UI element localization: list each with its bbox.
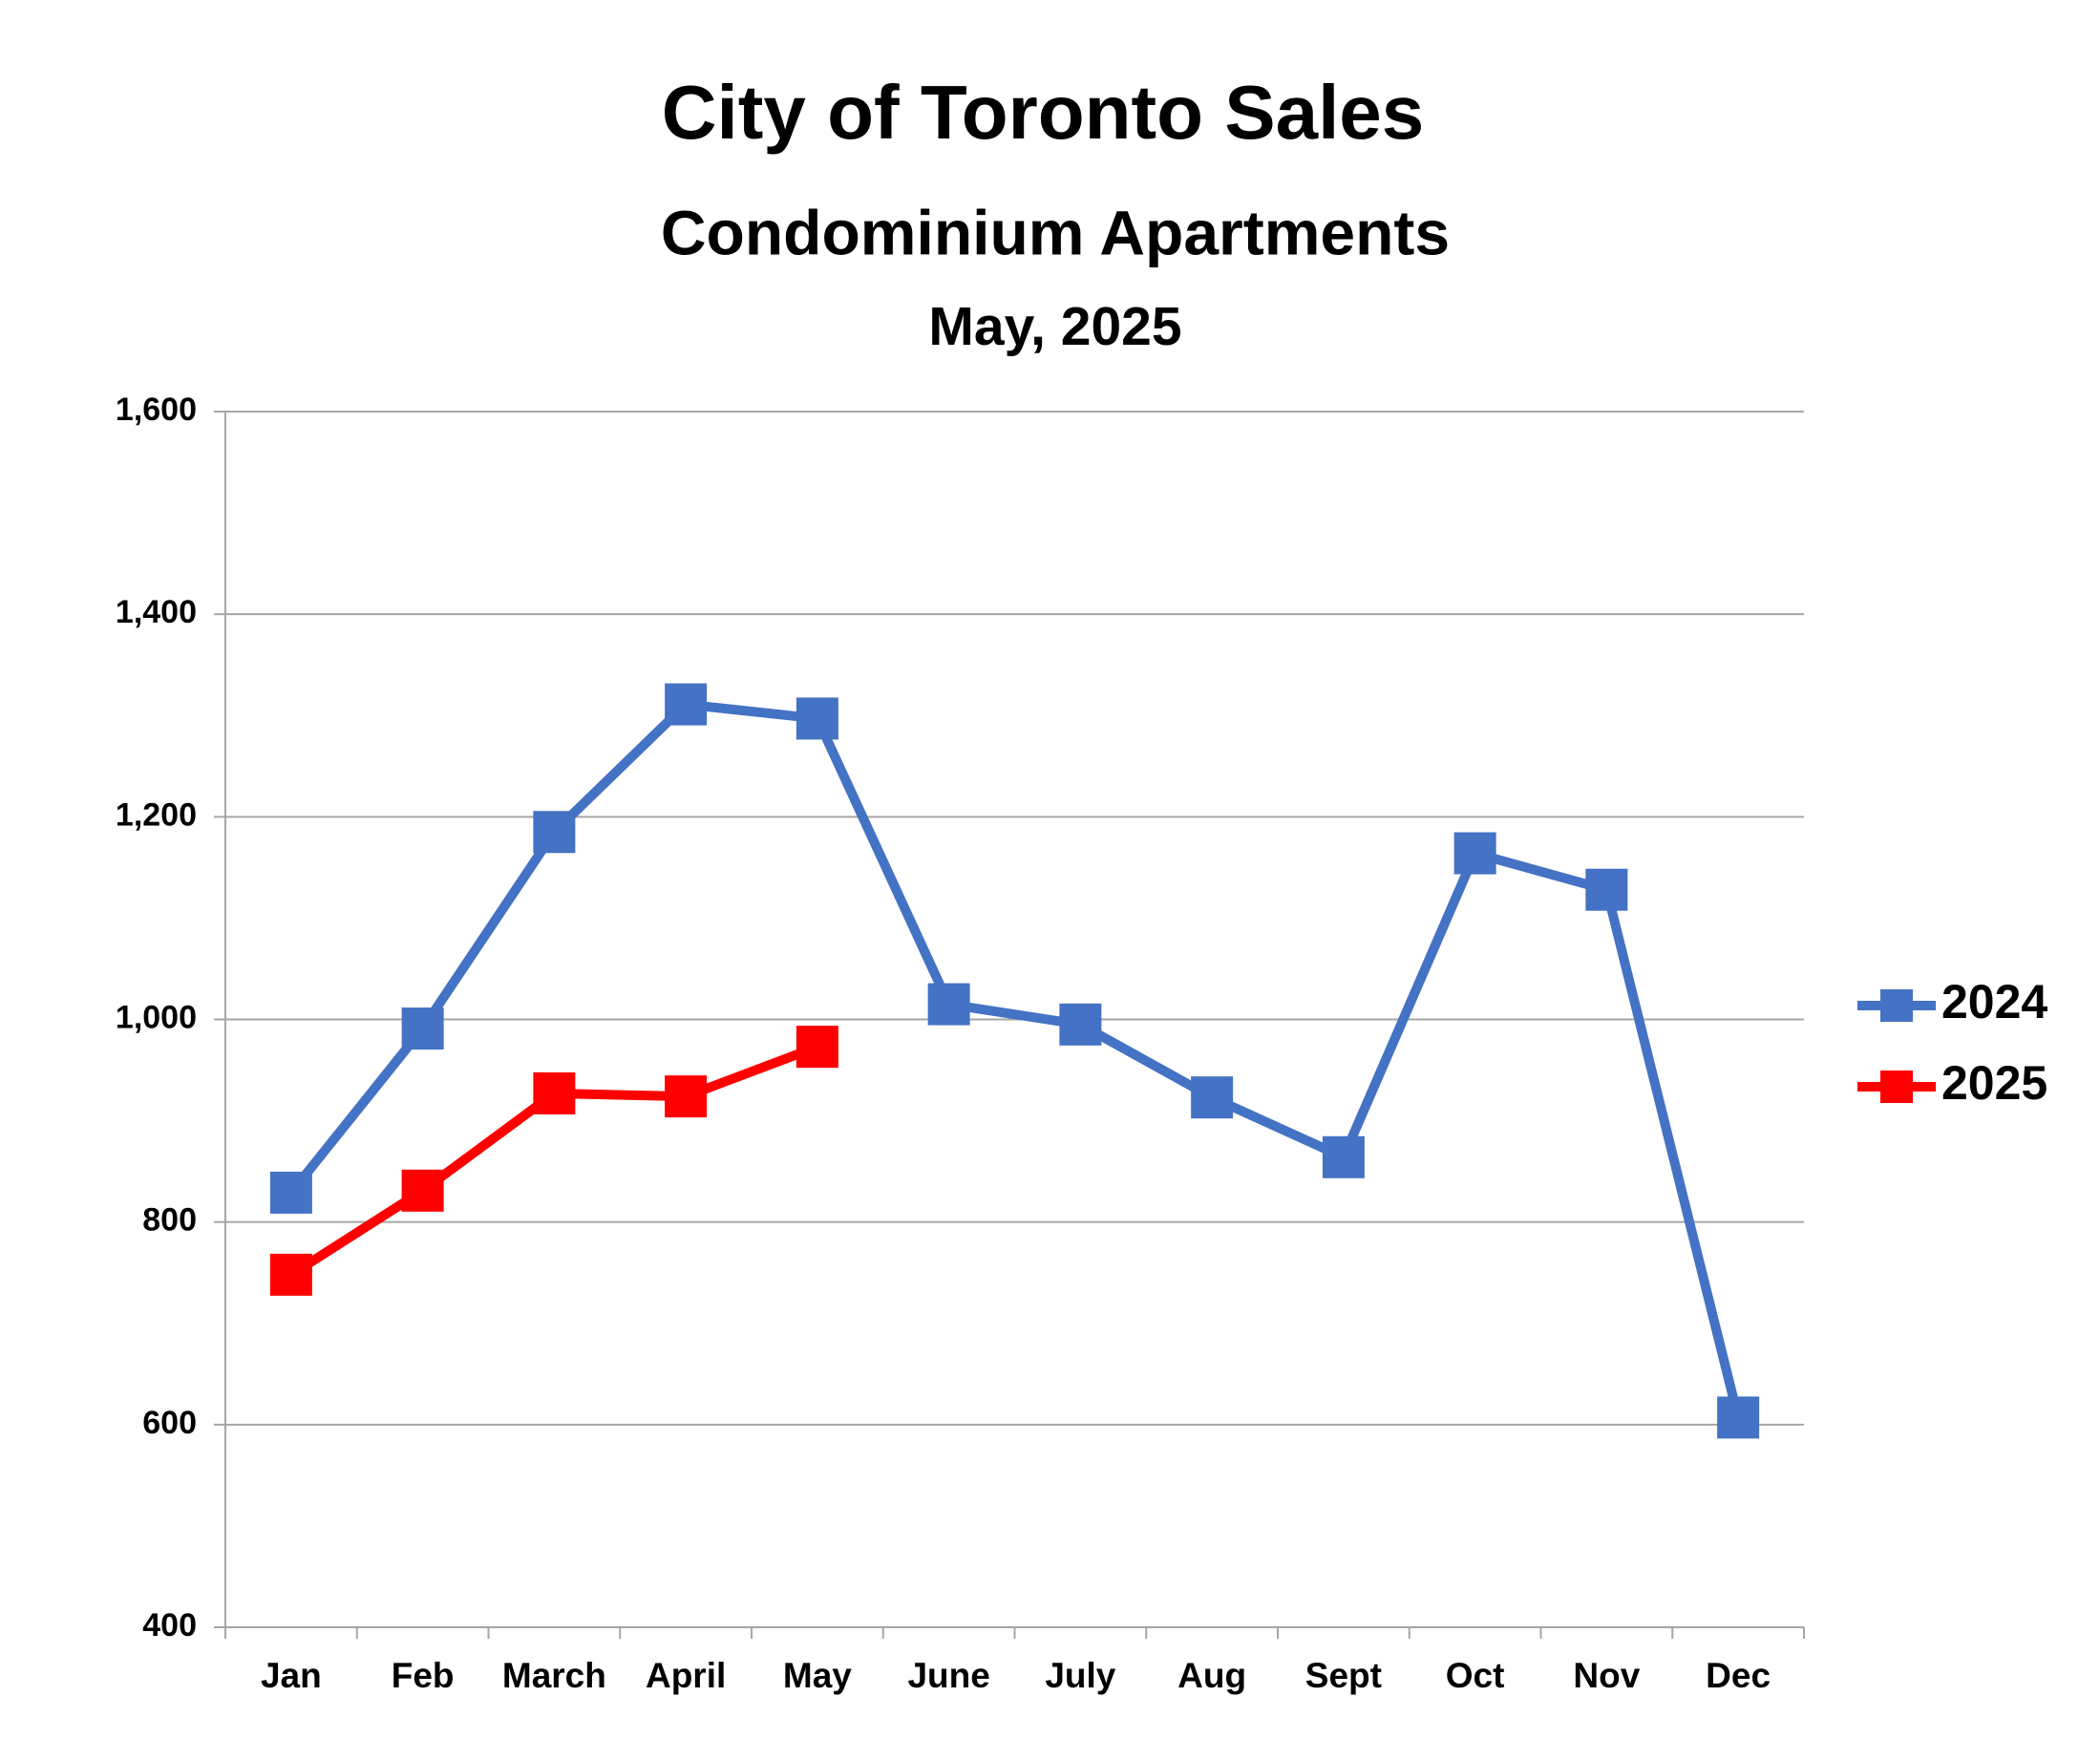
legend-label: 2024 bbox=[1941, 975, 2047, 1028]
y-tick-label: 1,400 bbox=[116, 594, 197, 630]
chart-title: City of Toronto Sales bbox=[662, 70, 1425, 155]
marker bbox=[1585, 868, 1628, 911]
marker bbox=[401, 1169, 444, 1212]
y-tick-label: 1,600 bbox=[116, 392, 197, 428]
legend-marker bbox=[1880, 989, 1913, 1022]
marker bbox=[533, 811, 576, 854]
x-tick-label: June bbox=[907, 1656, 989, 1695]
y-tick-label: 400 bbox=[142, 1607, 197, 1643]
x-tick-label: March bbox=[502, 1656, 606, 1695]
legend-marker bbox=[1880, 1071, 1913, 1103]
marker bbox=[401, 1007, 444, 1050]
x-tick-label: April bbox=[646, 1656, 726, 1695]
series-line bbox=[286, 699, 1743, 1419]
y-tick-label: 800 bbox=[142, 1202, 197, 1239]
marker bbox=[1322, 1135, 1365, 1178]
y-tick-label: 1,200 bbox=[116, 796, 197, 833]
x-tick-label: Feb bbox=[392, 1656, 455, 1695]
date-label: May, 2025 bbox=[928, 296, 1181, 357]
x-tick-label: Oct bbox=[1446, 1656, 1505, 1695]
marker bbox=[665, 683, 708, 726]
marker bbox=[1191, 1076, 1234, 1119]
marker bbox=[269, 1253, 312, 1296]
legend-label: 2025 bbox=[1941, 1056, 2047, 1110]
marker bbox=[927, 983, 970, 1026]
x-tick-label: May bbox=[783, 1656, 852, 1695]
x-tick-label: Aug bbox=[1177, 1656, 1246, 1695]
marker bbox=[1453, 832, 1496, 875]
marker bbox=[533, 1071, 576, 1114]
y-tick-label: 600 bbox=[142, 1405, 197, 1441]
x-tick-label: July bbox=[1045, 1656, 1115, 1695]
x-tick-label: Sept bbox=[1305, 1656, 1382, 1695]
marker bbox=[665, 1075, 708, 1118]
x-tick-label: Jan bbox=[261, 1656, 322, 1695]
y-tick-label: 1,000 bbox=[116, 999, 197, 1035]
marker bbox=[795, 697, 838, 740]
marker bbox=[1059, 1003, 1102, 1046]
marker bbox=[1717, 1396, 1760, 1439]
x-tick-label: Nov bbox=[1573, 1656, 1640, 1695]
marker bbox=[269, 1171, 312, 1214]
x-tick-label: Dec bbox=[1706, 1656, 1771, 1695]
chart-subtitle: Condominium Apartments bbox=[661, 197, 1450, 267]
marker bbox=[795, 1026, 838, 1069]
